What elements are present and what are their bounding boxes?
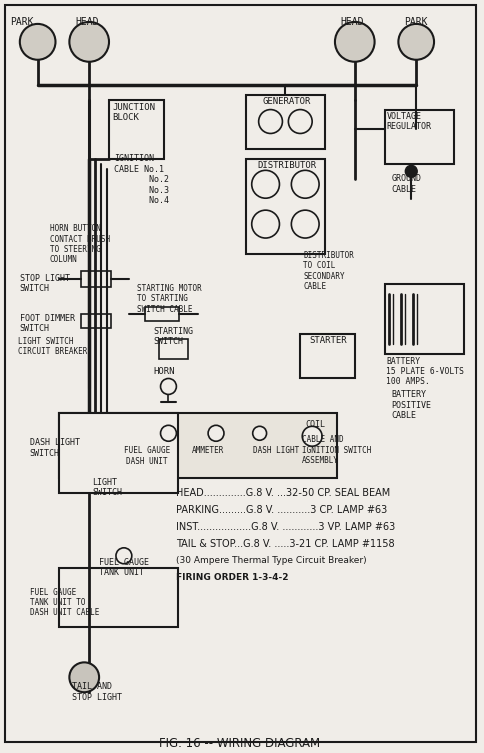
- Circle shape: [208, 425, 224, 441]
- Text: DISTRIBUTOR
TO COIL
SECONDARY
CABLE: DISTRIBUTOR TO COIL SECONDARY CABLE: [302, 251, 353, 291]
- Circle shape: [334, 22, 374, 62]
- Bar: [60, 413, 178, 493]
- Bar: [245, 95, 324, 149]
- Text: JUNCTION
BLOCK: JUNCTION BLOCK: [112, 102, 155, 122]
- Bar: [144, 306, 179, 321]
- Circle shape: [405, 166, 416, 177]
- Circle shape: [251, 210, 279, 238]
- Circle shape: [251, 170, 279, 198]
- Text: BATTERY
15 PLATE 6-VOLTS
100 AMPS.: BATTERY 15 PLATE 6-VOLTS 100 AMPS.: [386, 357, 464, 386]
- Circle shape: [160, 379, 176, 395]
- Bar: [384, 110, 453, 164]
- Circle shape: [291, 170, 318, 198]
- Bar: [158, 339, 188, 358]
- Text: FUEL GAUGE
DASH UNIT: FUEL GAUGE DASH UNIT: [123, 447, 169, 465]
- Text: HEAD: HEAD: [76, 17, 99, 27]
- Bar: [60, 413, 336, 478]
- Text: INST..................G.8 V. ............3 VP. LAMP #63: INST..................G.8 V. ...........…: [176, 522, 395, 532]
- Text: DISTRIBUTOR: DISTRIBUTOR: [257, 161, 316, 170]
- Circle shape: [302, 426, 321, 447]
- Circle shape: [160, 425, 176, 441]
- Circle shape: [258, 110, 282, 133]
- Circle shape: [397, 24, 433, 59]
- Text: IGNITION
CABLE No.1
       No.2
       No.3
       No.4: IGNITION CABLE No.1 No.2 No.3 No.4: [114, 154, 168, 205]
- Text: STOP LIGHT
SWITCH: STOP LIGHT SWITCH: [20, 274, 70, 294]
- Text: DASH LIGHT
SWITCH: DASH LIGHT SWITCH: [30, 438, 79, 458]
- Text: FUEL GAUGE
TANK UNIT TO
DASH UNIT CABLE: FUEL GAUGE TANK UNIT TO DASH UNIT CABLE: [30, 587, 99, 617]
- Circle shape: [69, 22, 109, 62]
- Bar: [109, 99, 163, 160]
- Text: COIL: COIL: [304, 420, 325, 429]
- Bar: [81, 314, 111, 328]
- Bar: [384, 284, 463, 354]
- Circle shape: [69, 663, 99, 692]
- Text: STARTING MOTOR
TO STARTING
SWITCH CABLE: STARTING MOTOR TO STARTING SWITCH CABLE: [136, 284, 201, 314]
- Text: FIG. 16 -- WIRING DIAGRAM: FIG. 16 -- WIRING DIAGRAM: [159, 737, 320, 750]
- Text: STARTER: STARTER: [308, 336, 346, 345]
- Bar: [300, 334, 354, 379]
- Bar: [245, 160, 324, 254]
- Text: STARTING
SWITCH: STARTING SWITCH: [153, 327, 193, 346]
- Text: GROUND
CABLE: GROUND CABLE: [391, 174, 421, 194]
- Text: HEAD..............G.8 V. ...32-50 CP. SEAL BEAM: HEAD..............G.8 V. ...32-50 CP. SE…: [176, 488, 390, 498]
- Circle shape: [116, 548, 132, 564]
- Text: LIGHT
SWITCH: LIGHT SWITCH: [92, 478, 122, 498]
- Text: FUEL GAUGE
TANK UNIT: FUEL GAUGE TANK UNIT: [99, 558, 149, 578]
- Text: VOLTAGE
REGULATOR: VOLTAGE REGULATOR: [386, 111, 431, 131]
- Text: PARK: PARK: [10, 17, 33, 27]
- Text: TAIL & STOP...G.8 V. .....3-21 CP. LAMP #1158: TAIL & STOP...G.8 V. .....3-21 CP. LAMP …: [176, 539, 394, 549]
- Bar: [81, 271, 111, 287]
- Text: FIRING ORDER 1-3-4-2: FIRING ORDER 1-3-4-2: [176, 573, 288, 582]
- Circle shape: [20, 24, 55, 59]
- Text: CABLE AND
IGNITION SWITCH
ASSEMBLY: CABLE AND IGNITION SWITCH ASSEMBLY: [302, 435, 371, 465]
- Text: HORN: HORN: [153, 367, 175, 376]
- Circle shape: [252, 426, 266, 441]
- Text: PARK: PARK: [404, 17, 427, 27]
- Circle shape: [291, 210, 318, 238]
- Text: PARKING.........G.8 V. ...........3 CP. LAMP #63: PARKING.........G.8 V. ...........3 CP. …: [176, 505, 387, 515]
- Text: BATTERY
POSITIVE
CABLE: BATTERY POSITIVE CABLE: [391, 391, 431, 420]
- Text: AMMETER: AMMETER: [192, 447, 224, 456]
- Circle shape: [288, 110, 312, 133]
- Bar: [79, 438, 104, 453]
- Bar: [60, 568, 178, 627]
- Text: FOOT DIMMER
SWITCH: FOOT DIMMER SWITCH: [20, 314, 75, 333]
- Text: (30 Ampere Thermal Type Circuit Breaker): (30 Ampere Thermal Type Circuit Breaker): [176, 556, 366, 565]
- Text: GENERATOR: GENERATOR: [262, 96, 310, 105]
- Text: HORN BUTTON
CONTACT BRUSH
TO STEERING
COLUMN: HORN BUTTON CONTACT BRUSH TO STEERING CO…: [49, 224, 109, 264]
- Text: TAIL AND
STOP LIGHT: TAIL AND STOP LIGHT: [72, 682, 122, 702]
- Text: LIGHT SWITCH
CIRCUIT BREAKER: LIGHT SWITCH CIRCUIT BREAKER: [18, 337, 87, 356]
- Text: HEAD: HEAD: [339, 17, 363, 27]
- Text: DASH LIGHT: DASH LIGHT: [252, 447, 298, 456]
